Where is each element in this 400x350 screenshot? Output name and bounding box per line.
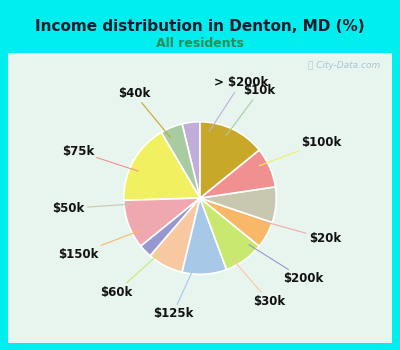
Wedge shape xyxy=(141,198,200,256)
Text: Income distribution in Denton, MD (%): Income distribution in Denton, MD (%) xyxy=(35,19,365,34)
Text: $20k: $20k xyxy=(264,222,341,245)
Wedge shape xyxy=(161,124,200,198)
Text: $40k: $40k xyxy=(118,87,170,138)
Text: $200k: $200k xyxy=(249,245,324,285)
Text: $150k: $150k xyxy=(58,230,141,260)
Text: $50k: $50k xyxy=(52,202,133,215)
Wedge shape xyxy=(200,150,276,198)
Text: $100k: $100k xyxy=(259,135,342,166)
Text: $60k: $60k xyxy=(100,253,160,299)
Text: All residents: All residents xyxy=(156,37,244,50)
Wedge shape xyxy=(124,198,200,246)
Text: $10k: $10k xyxy=(226,84,276,136)
Text: > $200k: > $200k xyxy=(209,76,268,131)
Wedge shape xyxy=(150,198,200,272)
Wedge shape xyxy=(200,122,259,198)
Wedge shape xyxy=(200,198,259,270)
Wedge shape xyxy=(182,198,226,274)
Wedge shape xyxy=(124,132,200,200)
Text: $30k: $30k xyxy=(232,258,285,308)
Text: $75k: $75k xyxy=(62,145,138,171)
Text: $125k: $125k xyxy=(153,265,195,320)
Wedge shape xyxy=(200,198,272,246)
Wedge shape xyxy=(200,187,276,223)
Text: Ⓜ City-Data.com: Ⓜ City-Data.com xyxy=(308,61,380,70)
Wedge shape xyxy=(182,122,200,198)
